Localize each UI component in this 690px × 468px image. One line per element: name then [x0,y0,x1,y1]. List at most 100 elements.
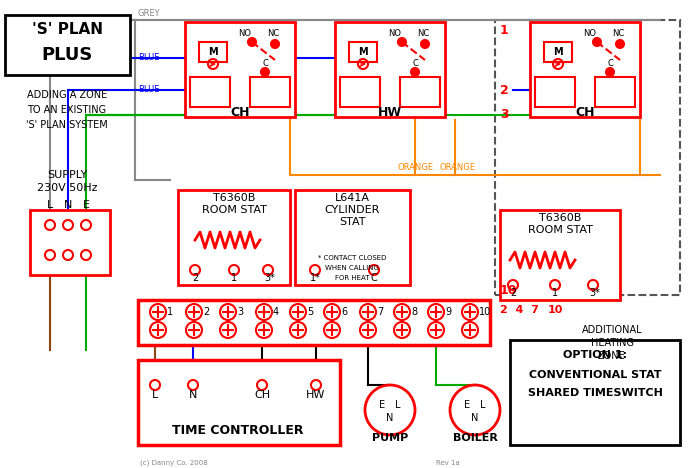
Bar [544,42,572,62]
Text: 3*: 3* [264,273,275,283]
Text: HEATING: HEATING [591,338,633,348]
Bar [185,22,295,117]
Bar [530,22,640,117]
Text: HW: HW [306,390,326,400]
Text: C: C [262,59,268,68]
Text: BLUE: BLUE [138,53,159,63]
Bar [295,190,410,285]
Text: ROOM STAT: ROOM STAT [528,225,593,235]
Text: L: L [395,400,401,410]
Text: E: E [83,200,90,210]
Text: ORANGE: ORANGE [440,163,476,173]
Text: CH: CH [254,390,270,400]
Text: 4: 4 [273,307,279,317]
Text: NC: NC [417,29,429,38]
Text: ORANGE: ORANGE [397,163,433,173]
Bar [349,42,377,62]
Circle shape [616,40,624,48]
Text: CYLINDER: CYLINDER [324,205,380,215]
Text: TO AN EXISTING: TO AN EXISTING [28,105,106,115]
Text: SUPPLY: SUPPLY [47,170,87,180]
Text: M: M [358,47,368,57]
Text: ROOM STAT: ROOM STAT [201,205,266,215]
Text: NC: NC [612,29,624,38]
Text: C: C [371,273,377,283]
Text: M: M [208,47,218,57]
Text: 'S' PLAN: 'S' PLAN [32,22,103,37]
Text: N: N [63,200,72,210]
Text: L: L [47,200,53,210]
Text: 230V 50Hz: 230V 50Hz [37,183,97,193]
Text: 7: 7 [377,307,383,317]
Text: BOILER: BOILER [453,433,497,443]
Text: 2: 2 [500,83,509,96]
Bar [138,300,490,345]
Bar [400,77,440,107]
Text: CH: CH [230,105,250,118]
Text: NO: NO [584,29,596,38]
Text: L: L [480,400,486,410]
Text: HW: HW [378,105,402,118]
Text: WHEN CALLING: WHEN CALLING [325,265,379,271]
Bar [535,77,575,107]
Text: GREY: GREY [138,9,161,18]
Text: TIME CONTROLLER: TIME CONTROLLER [172,424,304,437]
Text: ADDING A ZONE: ADDING A ZONE [27,90,107,100]
Text: ZONE: ZONE [598,351,626,361]
Text: C: C [607,59,613,68]
Text: 6: 6 [341,307,347,317]
Text: 2  4  7: 2 4 7 [500,305,539,315]
Text: NC: NC [267,29,279,38]
Text: E: E [379,400,385,410]
Bar [138,360,340,445]
Text: CONVENTIONAL STAT: CONVENTIONAL STAT [529,370,661,380]
Circle shape [271,40,279,48]
Text: FOR HEAT: FOR HEAT [335,275,369,281]
Circle shape [398,38,406,46]
Text: ADDITIONAL: ADDITIONAL [582,325,642,335]
Text: STAT: STAT [339,217,365,227]
Text: E: E [464,400,470,410]
Text: 3*: 3* [589,288,600,298]
Text: N: N [189,390,197,400]
Text: 1: 1 [552,288,558,298]
Text: 2: 2 [192,273,198,283]
Text: M: M [553,47,563,57]
Text: 1: 1 [231,273,237,283]
Text: (c) Danny Co. 2008: (c) Danny Co. 2008 [140,460,208,466]
Bar [5,15,130,75]
Text: C: C [412,59,418,68]
Text: PUMP: PUMP [372,433,408,443]
Text: 5: 5 [307,307,313,317]
Bar [510,340,680,445]
Bar [190,77,230,107]
Circle shape [606,68,614,76]
Text: 10: 10 [500,284,518,297]
Circle shape [421,40,429,48]
Bar [250,77,290,107]
Bar [500,210,620,300]
Text: OPTION 1:: OPTION 1: [563,350,627,360]
Bar [335,22,445,117]
Text: 9: 9 [445,307,451,317]
Circle shape [411,68,419,76]
Text: NO: NO [388,29,402,38]
Text: 8: 8 [411,307,417,317]
Text: 10: 10 [479,307,491,317]
Text: BLUE: BLUE [138,86,159,95]
Text: T6360B: T6360B [539,213,581,223]
Text: L: L [152,390,158,400]
Bar [340,77,380,107]
Text: T6360B: T6360B [213,193,255,203]
Circle shape [261,68,269,76]
Bar [30,210,110,275]
Text: N: N [386,413,394,423]
Text: NO: NO [239,29,251,38]
Text: Rev 1a: Rev 1a [436,460,460,466]
Circle shape [593,38,601,46]
Text: 10: 10 [548,305,563,315]
Text: 3: 3 [237,307,243,317]
Text: PLUS: PLUS [41,46,92,64]
Text: 1*: 1* [310,273,320,283]
Text: 1: 1 [167,307,173,317]
